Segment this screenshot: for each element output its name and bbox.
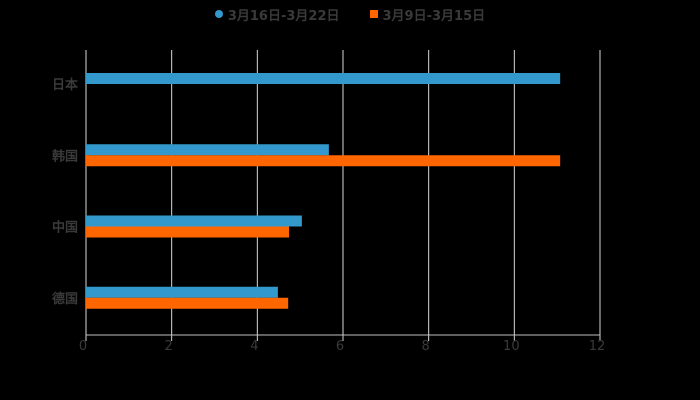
bar-series-1 (86, 144, 329, 156)
bar-series-2 (86, 297, 289, 309)
x-tick-label: 10 (503, 339, 520, 354)
bar-series-2 (86, 226, 290, 238)
legend-marker-circle-icon (214, 10, 223, 18)
bar-series-1 (86, 215, 302, 227)
x-tick-label: 8 (422, 339, 430, 354)
legend-item-series-2[interactable]: 3月9日-3月15日 (369, 5, 486, 24)
legend-label: 3月16日-3月22日 (227, 8, 340, 24)
chart-legend: 3月16日-3月22日 3月9日-3月15日 (0, 4, 700, 24)
y-category-label: 德国 (52, 291, 78, 307)
x-tick-label: 0 (79, 339, 87, 354)
bar-series-2 (86, 155, 561, 167)
x-tick-label: 4 (250, 339, 258, 354)
y-category-label: 韩国 (52, 148, 78, 164)
x-tick-label: 6 (336, 339, 344, 354)
x-tick-label: 2 (165, 339, 173, 354)
legend-marker-square-icon (369, 10, 378, 18)
x-tick-label: 12 (589, 339, 606, 354)
legend-label: 3月9日-3月15日 (382, 8, 486, 24)
bar-series-1 (86, 286, 278, 298)
y-category-label: 日本 (52, 77, 78, 93)
bar-series-1 (86, 73, 561, 84)
legend-item-series-1[interactable]: 3月16日-3月22日 (214, 5, 340, 24)
y-category-label: 中国 (52, 220, 78, 236)
